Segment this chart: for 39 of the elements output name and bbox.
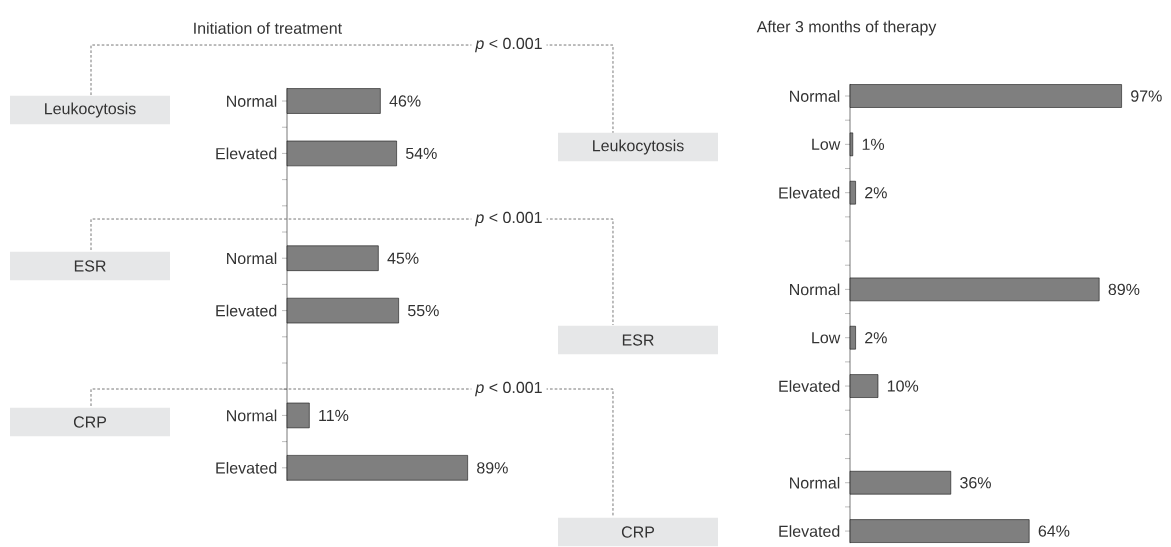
data-label: 89% [1108,283,1140,296]
y-tick-label: Elevated [779,380,840,392]
data-label: 97% [1131,90,1162,102]
y-tick-label: Elevated [779,186,840,199]
data-label: 11% [319,409,349,422]
y-tick-label: Elevated [216,147,277,160]
data-label: 36% [960,477,991,489]
chart-title: Initiation of treatment [194,22,342,34]
y-tick-label: Elevated [779,525,840,537]
y-tick-label: Normal [790,283,840,296]
y-tick-label: Normal [227,409,277,422]
y-tick-label: Normal [227,252,277,265]
text: Leukocytosis [45,102,136,118]
data-label: 46% [389,95,421,107]
y-tick-label: Normal [227,95,277,107]
data-label: 1% [862,138,885,150]
data-label: 2% [865,187,887,199]
y-tick-label: Low [812,138,841,150]
data-label: 10% [887,380,919,392]
text: p < 0.001 [475,37,542,53]
y-tick-label: Elevated [216,304,277,317]
text: ESR [74,260,106,272]
y-tick-label: Low [812,332,841,344]
data-label: 45% [387,252,419,264]
text: p < 0.001 [475,211,542,227]
data-label: 89% [477,462,508,474]
data-label: 2% [865,332,887,344]
text: ESR [622,334,654,346]
data-label: 64% [1038,525,1070,537]
data-label: 55% [408,304,439,317]
y-tick-label: Normal [790,476,840,489]
text: p < 0.001 [475,381,542,397]
data-label: 54% [405,147,437,160]
text: CRP [73,416,107,428]
y-tick-label: Elevated [216,461,277,474]
chart-title: After 3 months of therapy [756,20,937,36]
y-tick-label: Normal [790,90,840,102]
text: Leukocytosis [593,139,684,155]
text: CRP [621,526,655,538]
